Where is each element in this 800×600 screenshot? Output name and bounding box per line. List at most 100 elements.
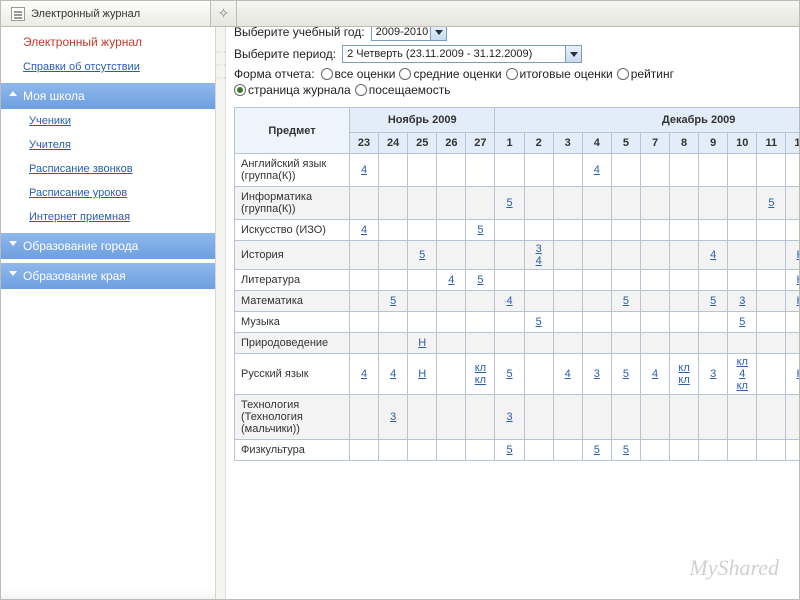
grade-cell — [757, 154, 786, 187]
year-select[interactable]: 2009-2010 — [371, 27, 448, 41]
grade-value[interactable]: 5 — [466, 224, 494, 236]
grade-value[interactable]: Н — [408, 368, 436, 380]
table-row: Музыка 5 5 — [235, 312, 800, 333]
period-value: 2 Четверть (23.11.2009 - 31.12.2009) — [347, 48, 532, 60]
sidebar-item[interactable]: Расписание звонков — [1, 157, 215, 181]
grade-value[interactable]: 5 — [379, 295, 407, 307]
grade-cell — [757, 395, 786, 440]
grade-cell — [786, 440, 799, 461]
day-header: 26 — [437, 133, 466, 154]
grade-value[interactable]: кл — [670, 362, 698, 374]
grade-cell — [699, 395, 728, 440]
grade-value[interactable]: 4 — [583, 164, 611, 176]
grade-value[interactable]: 5 — [583, 444, 611, 456]
grade-cell — [670, 333, 699, 354]
grade-value[interactable]: 5 — [466, 274, 494, 286]
tab-active[interactable]: Электронный журнал — [1, 1, 211, 26]
grade-cell — [728, 241, 757, 270]
radio-button[interactable] — [399, 68, 411, 80]
grade-value[interactable]: 4 — [554, 368, 582, 380]
subject-cell: Музыка — [235, 312, 350, 333]
grade-value[interactable]: 5 — [757, 197, 785, 209]
grade-value[interactable]: 5 — [612, 444, 640, 456]
new-tab-button[interactable]: ✧ — [211, 1, 237, 26]
grade-value[interactable]: Н — [786, 295, 799, 307]
grade-cell — [553, 154, 582, 187]
grade-value[interactable]: 3 — [525, 243, 553, 255]
grade-value[interactable]: 5 — [612, 295, 640, 307]
grade-value[interactable]: 5 — [728, 316, 756, 328]
grade-value[interactable]: 4 — [525, 255, 553, 267]
table-row: ПриродоведениеН — [235, 333, 800, 354]
grade-cell — [699, 312, 728, 333]
grade-value[interactable]: кл — [466, 362, 494, 374]
subject-cell: Физкультура — [235, 440, 350, 461]
grade-value[interactable]: 5 — [495, 197, 523, 209]
radio-label: посещаемость — [369, 83, 451, 97]
radio-button[interactable] — [617, 68, 629, 80]
grade-cell — [757, 220, 786, 241]
grade-cell: 5 — [582, 440, 611, 461]
radio-button[interactable] — [506, 68, 518, 80]
grade-value[interactable]: 4 — [350, 224, 378, 236]
grade-value[interactable]: кл — [670, 374, 698, 386]
radio-button[interactable] — [321, 68, 333, 80]
grade-value[interactable]: 3 — [728, 295, 756, 307]
sidebar-section[interactable]: Образование города — [1, 233, 215, 259]
grade-value[interactable]: 4 — [379, 368, 407, 380]
grade-value[interactable]: Н — [786, 368, 799, 380]
grade-value[interactable]: 3 — [379, 411, 407, 423]
grade-cell: Н — [786, 354, 799, 395]
radio-label: средние оценки — [413, 67, 501, 81]
grade-cell: 3 — [495, 395, 524, 440]
grade-value[interactable]: кл — [728, 356, 756, 368]
grade-value[interactable]: 5 — [408, 249, 436, 261]
grade-cell: Н — [786, 291, 799, 312]
grade-value[interactable]: 4 — [641, 368, 669, 380]
grade-value[interactable]: 3 — [583, 368, 611, 380]
grade-value[interactable]: Н — [408, 337, 436, 349]
grade-value[interactable]: Н — [786, 249, 799, 261]
grade-value[interactable]: 5 — [699, 295, 727, 307]
sidebar-section[interactable]: Образование края — [1, 263, 215, 289]
sidebar-item[interactable]: Учителя — [1, 133, 215, 157]
sidebar-item[interactable]: Расписание уроков — [1, 181, 215, 205]
grade-value[interactable]: 5 — [495, 368, 523, 380]
grade-value[interactable]: 5 — [525, 316, 553, 328]
grade-cell — [437, 440, 466, 461]
grade-value[interactable]: 3 — [495, 411, 523, 423]
grade-cell — [699, 220, 728, 241]
grade-cell — [524, 220, 553, 241]
grade-cell — [786, 154, 799, 187]
grade-value[interactable]: Н — [786, 274, 799, 286]
grade-value[interactable]: 4 — [699, 249, 727, 261]
day-header: 1 — [495, 133, 524, 154]
grade-cell — [640, 187, 669, 220]
grade-cell — [611, 312, 640, 333]
sidebar-section-label: Образование города — [23, 239, 138, 253]
grade-cell — [408, 395, 437, 440]
grade-value[interactable]: 4 — [728, 368, 756, 380]
grade-cell — [670, 312, 699, 333]
sidebar-item[interactable]: Интернет приемная — [1, 205, 215, 229]
grade-cell — [379, 312, 408, 333]
sidebar-link[interactable]: Справки об отсутствии — [1, 55, 215, 79]
grade-value[interactable]: 4 — [495, 295, 523, 307]
grade-value[interactable]: кл — [466, 374, 494, 386]
grade-value[interactable]: 3 — [699, 368, 727, 380]
period-select[interactable]: 2 Четверть (23.11.2009 - 31.12.2009) — [342, 45, 582, 63]
grade-value[interactable]: 4 — [437, 274, 465, 286]
grade-value[interactable]: кл — [728, 380, 756, 392]
grade-cell — [524, 395, 553, 440]
radio-button[interactable] — [234, 84, 246, 96]
grade-value[interactable]: 4 — [350, 368, 378, 380]
sidebar-collapse-handle[interactable]: ⋮⋮⋮ — [216, 27, 226, 600]
sidebar-item[interactable]: Ученики — [1, 109, 215, 133]
radio-button[interactable] — [355, 84, 367, 96]
grade-value[interactable]: 4 — [350, 164, 378, 176]
grade-cell: 5 — [757, 187, 786, 220]
grade-value[interactable]: 5 — [495, 444, 523, 456]
grade-value[interactable]: 5 — [612, 368, 640, 380]
grade-cell — [670, 395, 699, 440]
sidebar-section[interactable]: Моя школа — [1, 83, 215, 109]
